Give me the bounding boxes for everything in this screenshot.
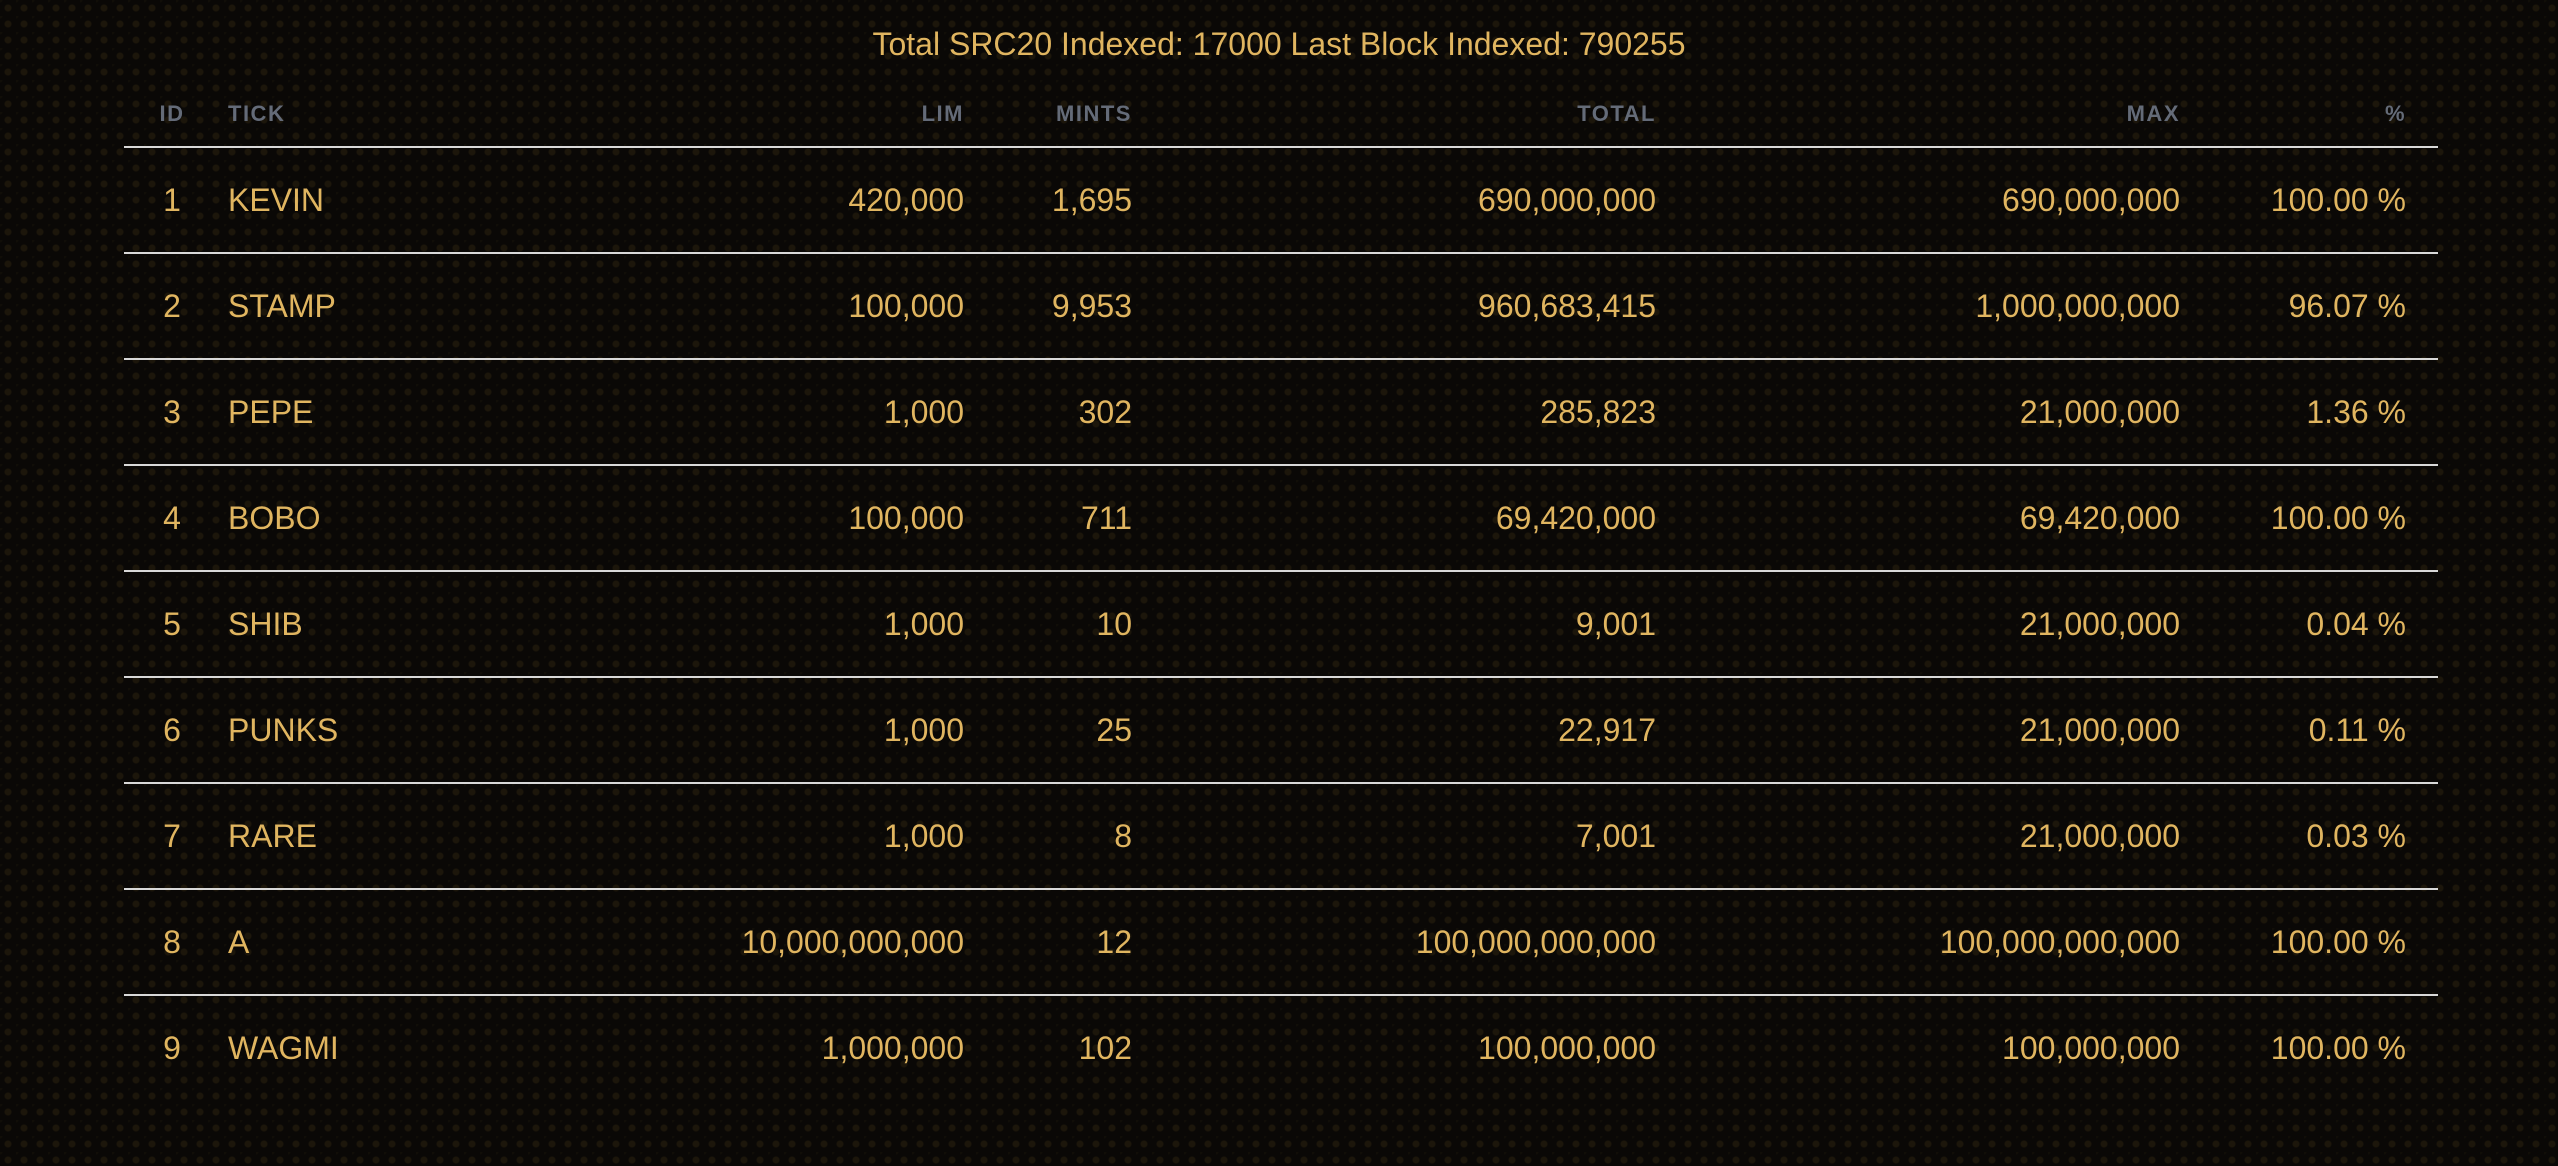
cell-lim: 1,000 [460,677,972,784]
cell-total: 960,683,415 [1140,253,1664,360]
cell-max: 21,000,000 [1664,677,2188,784]
table-row[interactable]: 2 STAMP 100,000 9,953 960,683,415 1,000,000,0… [124,253,2438,360]
cell-total: 100,000,000 [1478,1029,1656,1066]
cell-tick[interactable]: BOBO [220,465,460,572]
total-indexed-value: 17000 [1192,26,1282,62]
cell-mints: 1,695 [972,147,1140,254]
cell-total: 690,000,000 [1140,147,1664,254]
cell-max: 69,420,000 [1664,465,2188,572]
column-header-tick[interactable]: TICK [220,82,460,148]
cell-tick[interactable]: STAMP [220,253,460,360]
column-header-percent[interactable]: % [2188,82,2438,148]
cell-total: 7,001 [1140,783,1664,890]
cell-mints: 25 [972,677,1140,784]
total-indexed-label: Total SRC20 Indexed: [872,26,1184,62]
table-row[interactable]: 1 KEVIN 420,000 1,695 690,000,000 690,000,000… [124,147,2438,254]
cell-lim: 1,000 [460,359,972,466]
cell-id: 5 [124,571,220,678]
cell-tick[interactable]: PEPE [220,359,460,466]
table-row[interactable]: 7 RARE 1,000 8 7,001 21,000,000 0.03 % [124,783,2438,890]
column-header-id[interactable]: ID [124,82,220,148]
cell-id: 4 [124,465,220,572]
table-row[interactable]: 4 BOBO 100,000 711 69,420,000 69,420,000 100.0… [124,465,2438,572]
cell-mints: 12 [972,889,1140,996]
table-row[interactable]: 3 PEPE 1,000 302 285,823 21,000,000 1.36 % [124,359,2438,466]
cell-total: 69,420,000 [1140,465,1664,572]
cell-percent: 100.00 % [2270,1029,2406,1066]
cell-percent: 96.07 % [2188,253,2438,360]
cell-mints: 8 [972,783,1140,890]
last-block-value: 790255 [1578,26,1686,62]
cell-mints: 102 [1078,1029,1132,1066]
cell-max: 1,000,000,000 [1664,253,2188,360]
cell-tick[interactable]: SHIB [220,571,460,678]
cell-tick[interactable]: A [220,889,460,996]
cell-id: 8 [124,889,220,996]
column-header-max[interactable]: MAX [1664,82,2188,148]
cell-lim: 1,000 [460,783,972,890]
cell-max: 100,000,000,000 [1664,889,2188,996]
cell-mints: 302 [972,359,1140,466]
table-header-row: ID TICK LIM MINTS TOTAL MAX % [124,82,2438,148]
cell-max: 21,000,000 [1664,571,2188,678]
cell-id: 3 [124,359,220,466]
cell-mints: 10 [972,571,1140,678]
index-summary: Total SRC20 Indexed: 17000 Last Block In… [0,22,2558,66]
cell-lim: 1,000 [460,571,972,678]
cell-max: 100,000,000 [2002,1029,2180,1066]
cell-id: 6 [124,677,220,784]
cell-mints: 711 [972,465,1140,572]
cell-tick[interactable]: PUNKS [220,677,460,784]
column-header-lim[interactable]: LIM [460,82,972,148]
cell-percent: 100.00 % [2188,147,2438,254]
table-row[interactable]: 8 A 10,000,000,000 12 100,000,000,000 100,000… [124,889,2438,996]
cell-tick[interactable]: WAGMI [228,1029,339,1066]
cell-lim: 100,000 [460,253,972,360]
cell-total: 100,000,000,000 [1140,889,1664,996]
cell-percent: 0.03 % [2188,783,2438,890]
cell-total: 22,917 [1140,677,1664,784]
cell-percent: 1.36 % [2188,359,2438,466]
cell-total: 9,001 [1140,571,1664,678]
src20-table: ID TICK LIM MINTS TOTAL MAX % 1 KEVIN 420,… [124,82,2438,1100]
cell-lim: 100,000 [460,465,972,572]
cell-lim: 420,000 [460,147,972,254]
table-row[interactable]: 9 WAGMI 1,000,000 102 100,000,000 100,000,000… [124,995,2438,1100]
column-header-mints[interactable]: MINTS [972,82,1140,148]
table-row[interactable]: 5 SHIB 1,000 10 9,001 21,000,000 0.04 % [124,571,2438,678]
last-block-label: Last Block Indexed: [1290,26,1570,62]
cell-max: 690,000,000 [1664,147,2188,254]
cell-percent: 100.00 % [2188,889,2438,996]
cell-tick[interactable]: KEVIN [220,147,460,254]
src20-table-container: ID TICK LIM MINTS TOTAL MAX % 1 KEVIN 420,… [124,82,2438,1100]
cell-percent: 0.04 % [2188,571,2438,678]
cell-id: 2 [124,253,220,360]
cell-tick[interactable]: RARE [220,783,460,890]
table-row[interactable]: 6 PUNKS 1,000 25 22,917 21,000,000 0.11 % [124,677,2438,784]
column-header-total[interactable]: TOTAL [1140,82,1664,148]
cell-id: 1 [124,147,220,254]
cell-max: 21,000,000 [1664,783,2188,890]
table-body: 1 KEVIN 420,000 1,695 690,000,000 690,000,000… [124,147,2438,1100]
cell-percent: 0.11 % [2188,677,2438,784]
cell-max: 21,000,000 [1664,359,2188,466]
cell-id: 9 [163,1029,181,1066]
cell-percent: 100.00 % [2188,465,2438,572]
cell-lim: 1,000,000 [821,1029,964,1066]
cell-mints: 9,953 [972,253,1140,360]
cell-lim: 10,000,000,000 [460,889,972,996]
cell-id: 7 [124,783,220,890]
cell-total: 285,823 [1140,359,1664,466]
